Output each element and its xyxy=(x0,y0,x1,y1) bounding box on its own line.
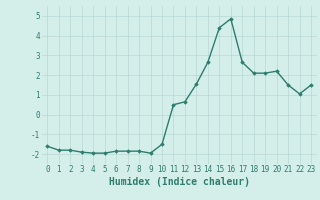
X-axis label: Humidex (Indice chaleur): Humidex (Indice chaleur) xyxy=(109,177,250,187)
